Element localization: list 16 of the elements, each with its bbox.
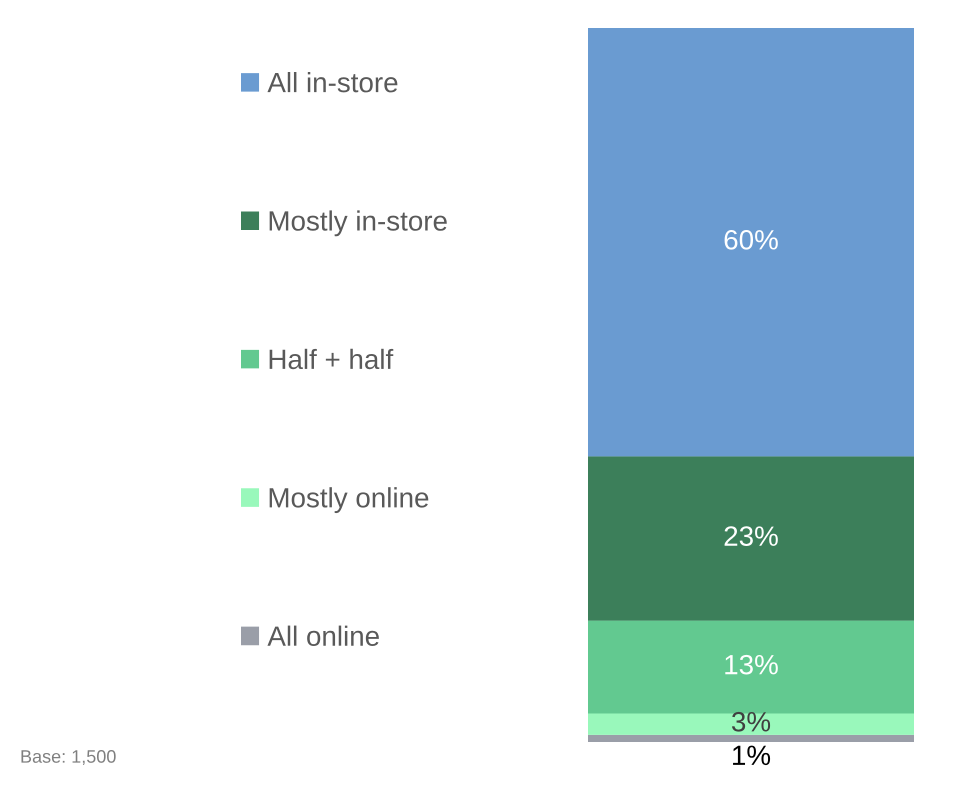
- data-label: 13%: [725, 654, 778, 674]
- bar: [588, 713, 914, 735]
- legend-label: Mostly online: [270, 487, 428, 514]
- legend-label: All in-store: [267, 72, 398, 92]
- legend-label: Half + half: [270, 348, 394, 370]
- bar: [588, 28, 914, 456]
- legend-label: All online: [267, 626, 379, 646]
- data-label: 3%: [732, 712, 770, 732]
- bar: [588, 620, 914, 714]
- data-label: 1%: [733, 746, 770, 766]
- bar: [588, 456, 914, 621]
- data-label: 23%: [724, 526, 778, 546]
- text: Base: 1,500: [21, 750, 116, 765]
- bar: [588, 734, 914, 742]
- data-label: 60%: [724, 230, 778, 250]
- legend-label: Mostly in-store: [270, 210, 447, 236]
